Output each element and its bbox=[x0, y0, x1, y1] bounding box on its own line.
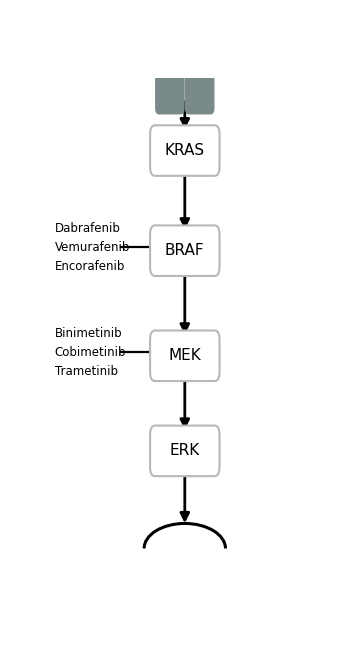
FancyBboxPatch shape bbox=[150, 330, 219, 381]
Text: Binimetinib
Cobimetinib
Trametinib: Binimetinib Cobimetinib Trametinib bbox=[55, 327, 126, 378]
Text: Dabrafenib
Vemurafenib
Encorafenib: Dabrafenib Vemurafenib Encorafenib bbox=[55, 222, 130, 272]
FancyBboxPatch shape bbox=[186, 74, 214, 114]
FancyBboxPatch shape bbox=[156, 74, 184, 114]
Text: KRAS: KRAS bbox=[165, 143, 205, 158]
Text: BRAF: BRAF bbox=[165, 243, 205, 258]
FancyBboxPatch shape bbox=[150, 226, 219, 276]
Text: ERK: ERK bbox=[170, 443, 200, 458]
FancyBboxPatch shape bbox=[150, 426, 219, 476]
Text: MEK: MEK bbox=[168, 348, 201, 363]
FancyBboxPatch shape bbox=[150, 125, 219, 176]
